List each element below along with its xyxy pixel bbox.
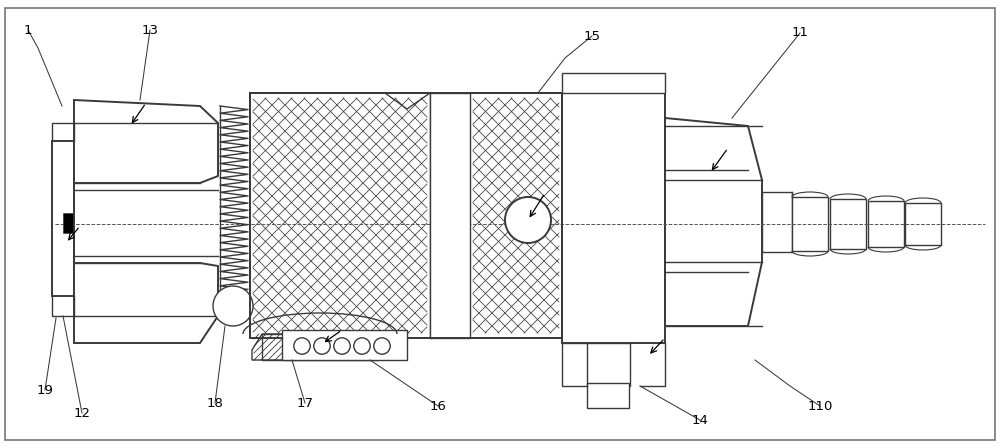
Text: 15: 15 [584, 30, 600, 43]
Bar [905, 203, 941, 245]
Bar [830, 199, 866, 249]
Bar [262, 334, 378, 360]
Circle shape [294, 338, 310, 354]
Circle shape [354, 338, 370, 354]
Text: 12: 12 [74, 406, 91, 419]
Text: 18: 18 [207, 396, 223, 409]
Circle shape [314, 338, 330, 354]
Bar [52, 141, 74, 296]
Bar [792, 197, 828, 251]
Text: 17: 17 [297, 396, 314, 409]
Bar [430, 93, 470, 338]
Text: 1: 1 [24, 23, 32, 36]
Polygon shape [252, 334, 388, 360]
Text: 14: 14 [692, 414, 708, 426]
Polygon shape [74, 100, 218, 343]
Circle shape [374, 338, 390, 354]
Circle shape [505, 197, 551, 243]
Bar [562, 93, 665, 343]
Bar [868, 201, 904, 247]
Bar [250, 93, 562, 338]
Circle shape [213, 286, 253, 326]
Bar [562, 343, 630, 386]
Text: 19: 19 [37, 383, 53, 396]
Bar [562, 73, 665, 93]
Bar [587, 383, 629, 408]
Polygon shape [665, 118, 762, 326]
Text: 13: 13 [142, 23, 159, 36]
Bar [282, 330, 407, 360]
Text: 110: 110 [807, 400, 833, 413]
Bar [250, 93, 562, 338]
Text: 11: 11 [792, 26, 808, 39]
Text: 16: 16 [430, 400, 446, 413]
Bar [63, 213, 73, 233]
Circle shape [334, 338, 350, 354]
Bar [250, 93, 562, 338]
Bar [762, 192, 792, 252]
